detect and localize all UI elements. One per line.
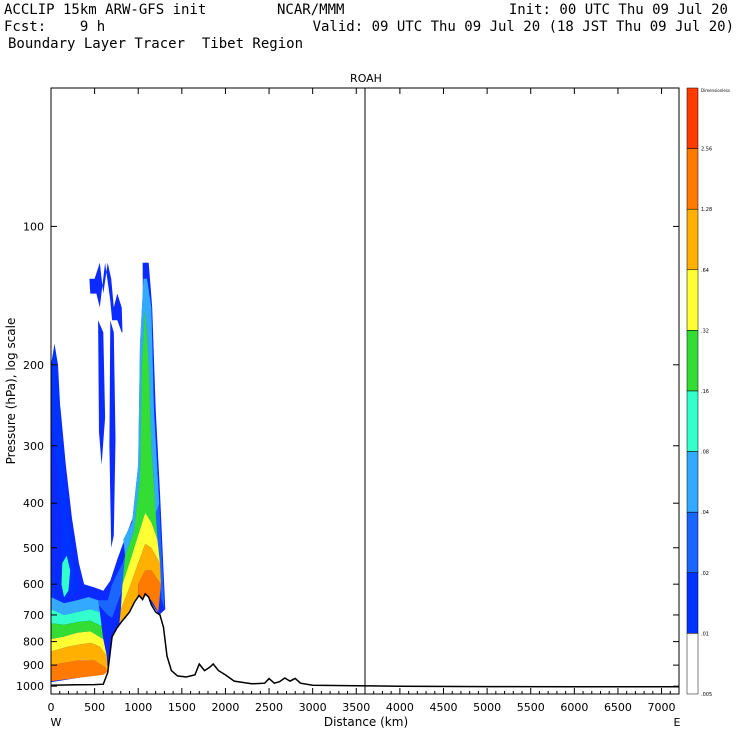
- terrain-line: [50, 592, 679, 688]
- x-tick-label: 5000: [473, 701, 501, 714]
- colorbar: Dimensionless 2.56 1.28 .64 .32 .16 .08 .04 .02.…: [686, 87, 730, 698]
- tracer-region-18: [119, 543, 161, 628]
- y-tick-label: 100: [23, 220, 44, 233]
- y-tick-label: 700: [23, 609, 44, 622]
- header-line2-left: Fcst: 9 h: [4, 19, 106, 35]
- y-tick-label: 400: [23, 497, 44, 510]
- x-tick-label: 1000: [124, 701, 152, 714]
- x-tick-label: 6000: [560, 701, 588, 714]
- colorbar-label: .32: [701, 328, 709, 334]
- colorbar-box: [686, 572, 699, 634]
- x-tick-label: 2500: [255, 701, 283, 714]
- colorbar-label: .005: [701, 692, 712, 698]
- tracer-region-2: [98, 320, 106, 465]
- x-tick-label: 3500: [342, 701, 370, 714]
- colorbar-box: [686, 451, 699, 513]
- header-line1-mid: NCAR/MMM: [277, 2, 345, 18]
- x-tick-label: 5500: [517, 701, 545, 714]
- x-tick-label: 0: [48, 701, 55, 714]
- x-tick-label: 4000: [386, 701, 414, 714]
- x-end-right-label: E: [674, 716, 681, 729]
- colorbar-box: [686, 269, 699, 331]
- x-tick-label: 1500: [168, 701, 196, 714]
- chart-title: ROAH: [350, 72, 382, 85]
- y-axis: 100 200 300 400 500 600 700 800 900 1000: [16, 220, 679, 693]
- x-tick-label: 4500: [430, 701, 458, 714]
- colorbar-box: [686, 87, 699, 149]
- tracer-region-13: [51, 620, 104, 640]
- colorbar-label: .08: [701, 450, 709, 456]
- header-line3: Boundary Layer Tracer Tibet Region: [8, 36, 304, 52]
- y-tick-label: 600: [23, 578, 44, 591]
- colorbar-label: .04: [701, 510, 709, 516]
- colorbar-box: [686, 330, 699, 392]
- x-tick-label: 7000: [648, 701, 676, 714]
- tracer-region-17: [51, 642, 108, 672]
- colorbar-label: .01: [701, 631, 709, 637]
- terrain: [50, 592, 679, 694]
- tracer-region-6: [51, 343, 78, 598]
- tracer-region-14: [122, 307, 158, 585]
- x-tick-label: 3000: [299, 701, 327, 714]
- tracer-region-9: [51, 597, 100, 615]
- x-end-left-label: W: [51, 716, 62, 729]
- x-axis-title: Distance (km): [324, 715, 408, 729]
- tracer-region-3: [109, 320, 116, 548]
- header-line2-right: Valid: 09 UTC Thu 09 Jul 20 (18 JST Thu …: [312, 19, 734, 35]
- x-tick-label: 6500: [604, 701, 632, 714]
- y-tick-label: 200: [23, 359, 44, 372]
- header-line1-left: ACCLIP 15km ARW-GFS init: [4, 2, 207, 18]
- tracer-field: [51, 262, 166, 683]
- colorbar-label: .64: [701, 268, 709, 274]
- y-tick-label: 800: [23, 636, 44, 649]
- x-axis: 0 500 1000 1500 2000 2500 3000 3500 4000 4500 5000…: [48, 88, 676, 714]
- y-tick-label: 500: [23, 542, 44, 555]
- colorbar-label: 2.56: [701, 147, 712, 153]
- colorbar-label: Dimensionless: [701, 88, 730, 93]
- y-axis-title: Pressure (hPa), log scale: [4, 318, 18, 465]
- tracer-region-20: [138, 570, 161, 613]
- tracer-region-15: [51, 631, 107, 657]
- tracer-region-12: [61, 555, 71, 598]
- colorbar-box: [686, 511, 699, 574]
- x-tick-label: 500: [84, 701, 105, 714]
- tracer-region-1: [89, 262, 123, 333]
- x-tick-label: 2000: [211, 701, 239, 714]
- colorbar-label: .16: [701, 389, 709, 395]
- colorbar-box: [686, 148, 699, 210]
- colorbar-label: .02: [701, 571, 709, 577]
- y-tick-label: 300: [23, 440, 44, 453]
- y-tick-label: 1000: [16, 680, 44, 693]
- tracer-region-11: [51, 609, 102, 626]
- tracer-region-16: [120, 513, 160, 610]
- colorbar-box: [686, 633, 699, 695]
- colorbar-box: [686, 208, 699, 271]
- colorbar-box: [686, 390, 699, 452]
- colorbar-label: 1.28: [701, 207, 712, 213]
- header-line1-right: Init: 00 UTC Thu 09 Jul 20: [508, 2, 728, 18]
- tracer-region-10: [123, 278, 160, 556]
- y-tick-label: 900: [23, 659, 44, 672]
- tracer-region-19: [51, 660, 108, 682]
